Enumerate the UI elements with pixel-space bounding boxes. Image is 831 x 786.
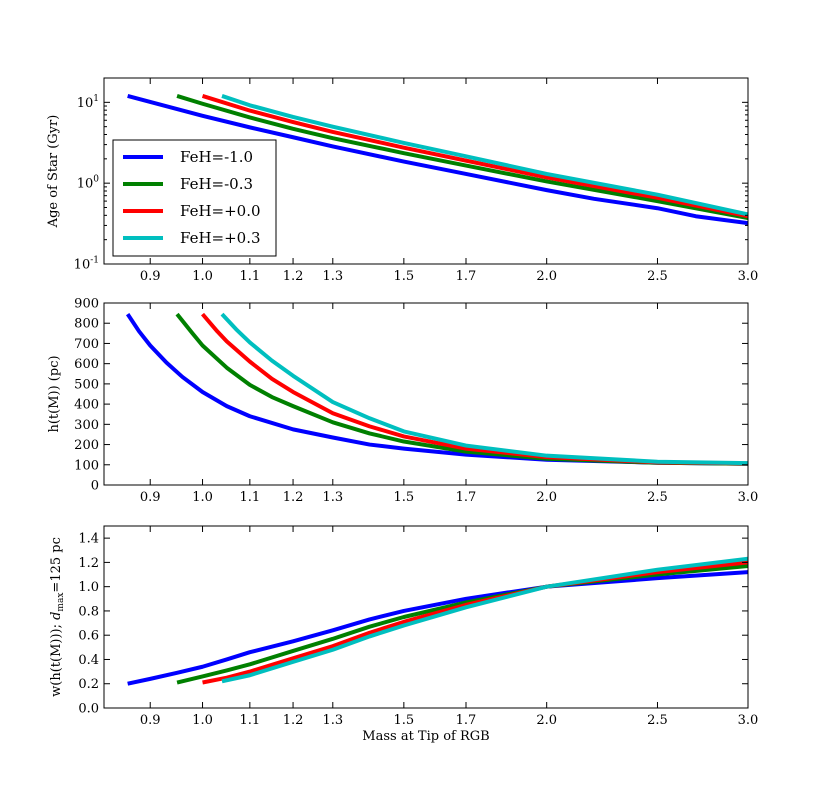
series-line-1-4 bbox=[221, 94, 748, 217]
panel-3-frame bbox=[103, 525, 749, 709]
x-tick-label: 0.9 bbox=[140, 713, 161, 728]
legend-label-2: FeH=-0.3 bbox=[180, 175, 253, 193]
x-tick-label: 0.9 bbox=[140, 490, 161, 505]
y-tick-label: 800 bbox=[74, 317, 99, 332]
x-tick-label: 1.0 bbox=[192, 269, 213, 284]
y-tick-label: 0.8 bbox=[78, 604, 99, 619]
legend-label-1: FeH=-1.0 bbox=[180, 148, 253, 166]
y-tick-label: 1.0 bbox=[78, 580, 99, 595]
panel-3: 0.9 1.0 1.1 1.2 1.3 1.5 1.7 2.0 2.5 3.0 0.0 0.2 0.4 0… bbox=[49, 525, 759, 744]
x-tick-label: 1.2 bbox=[283, 490, 304, 505]
series-line-1-3 bbox=[201, 94, 748, 219]
x-axis-label: Mass at Tip of RGB bbox=[362, 729, 489, 744]
x-tick-label: 1.1 bbox=[240, 269, 261, 284]
x-tick-label: 3.0 bbox=[738, 713, 759, 728]
y-tick-label: 0.4 bbox=[78, 653, 99, 668]
x-tick-label: 1.5 bbox=[394, 490, 415, 505]
x-tick-label: 2.5 bbox=[647, 490, 668, 505]
panel-1-series bbox=[127, 93, 748, 226]
x-tick-label: 2.5 bbox=[647, 269, 668, 284]
y-tick-label: 0 bbox=[91, 479, 99, 494]
y-tick-label: 1.4 bbox=[78, 532, 99, 547]
legend-label-3: FeH=+0.0 bbox=[180, 202, 261, 220]
series-line-2-1 bbox=[125, 313, 748, 466]
y-tick-label: 700 bbox=[74, 337, 99, 352]
legend: FeH=-1.0 FeH=-0.3 FeH=+0.0 FeH=+0.3 bbox=[112, 139, 277, 257]
x-tick-label: 1.1 bbox=[240, 713, 261, 728]
x-tick-label: 2.0 bbox=[536, 269, 557, 284]
legend-label-4: FeH=+0.3 bbox=[180, 229, 261, 247]
y-axis-label: w(h(t(M))); dmax=125 pc bbox=[49, 537, 66, 697]
y-tick-label: 600 bbox=[74, 357, 99, 372]
x-tick-label: 1.3 bbox=[322, 269, 343, 284]
y-tick-label: 0.0 bbox=[78, 702, 99, 717]
panel-2-series bbox=[125, 312, 748, 466]
panel-2: 0.9 1.0 1.1 1.2 1.3 1.5 1.7 2.0 2.5 3.0 0 100 200 300… bbox=[47, 297, 758, 506]
series-line-1-2 bbox=[176, 94, 748, 221]
y-tick-label: 0.6 bbox=[78, 629, 99, 644]
x-tick-label: 1.7 bbox=[456, 490, 477, 505]
x-tick-label: 3.0 bbox=[738, 490, 759, 505]
x-tick-label: 1.2 bbox=[283, 269, 304, 284]
x-tick-label: 2.0 bbox=[536, 490, 557, 505]
y-tick-label: 101 bbox=[77, 94, 99, 111]
series-line-3-4 bbox=[221, 556, 748, 684]
x-tick-label: 3.0 bbox=[738, 269, 759, 284]
y-tick-label: 10-1 bbox=[74, 256, 99, 273]
x-tick-label: 1.3 bbox=[322, 713, 343, 728]
y-tick-label: 900 bbox=[74, 297, 99, 312]
x-tick-label: 1.7 bbox=[456, 269, 477, 284]
x-tick-label: 1.5 bbox=[394, 269, 415, 284]
panel-3-series bbox=[127, 556, 748, 686]
y-tick-label: 500 bbox=[74, 377, 99, 392]
y-tick-label: 100 bbox=[74, 458, 99, 473]
y-tick-label: 400 bbox=[74, 398, 99, 413]
x-tick-label: 2.0 bbox=[536, 713, 557, 728]
x-tick-label: 1.2 bbox=[283, 713, 304, 728]
y-axis-label: Age of Star (Gyr) bbox=[46, 115, 61, 229]
series-line-1-1 bbox=[127, 93, 748, 226]
panel-2-frame bbox=[103, 302, 749, 486]
y-tick-label: 100 bbox=[77, 175, 100, 192]
x-tick-label: 1.0 bbox=[192, 713, 213, 728]
x-tick-label: 1.0 bbox=[192, 490, 213, 505]
panel-1: 0.9 1.0 1.1 1.2 1.3 1.5 1.7 2.0 2.5 3.0 10-1 100 101… bbox=[46, 77, 759, 284]
series-line-2-4 bbox=[220, 312, 748, 466]
x-tick-label: 1.1 bbox=[240, 490, 261, 505]
x-tick-label: 1.7 bbox=[456, 713, 477, 728]
y-tick-label: 1.2 bbox=[78, 556, 99, 571]
x-tick-label: 1.3 bbox=[322, 490, 343, 505]
panel-1-frame bbox=[103, 77, 749, 265]
x-tick-label: 1.5 bbox=[394, 713, 415, 728]
y-axis-label: h(t(M)) (pc) bbox=[47, 355, 62, 432]
y-tick-label: 0.2 bbox=[78, 677, 99, 692]
y-tick-label: 200 bbox=[74, 438, 99, 453]
y-tick-label: 300 bbox=[74, 418, 99, 433]
x-tick-label: 0.9 bbox=[140, 269, 161, 284]
x-tick-label: 2.5 bbox=[647, 713, 668, 728]
